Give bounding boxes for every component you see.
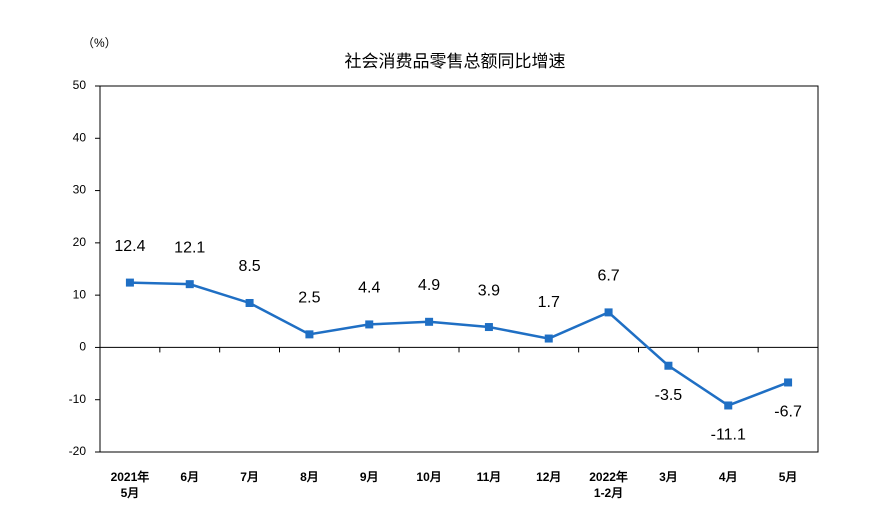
x-tick-label: 6月 bbox=[180, 470, 199, 484]
value-label: 3.9 bbox=[478, 282, 500, 299]
marker bbox=[125, 278, 134, 287]
marker bbox=[484, 323, 493, 332]
x-tick-label: 11月 bbox=[477, 470, 502, 484]
x-tick-label: 2022年 1-2月 bbox=[589, 469, 628, 500]
y-tick-label: 50 bbox=[73, 78, 87, 92]
value-label: 8.5 bbox=[238, 258, 260, 275]
x-tick-label: 8月 bbox=[300, 470, 319, 484]
x-tick-label: 9月 bbox=[360, 470, 379, 484]
x-tick-label: 12月 bbox=[536, 470, 561, 484]
x-tick-label: 3月 bbox=[659, 470, 678, 484]
x-tick-label: 10月 bbox=[416, 470, 441, 484]
value-label: 12.1 bbox=[174, 239, 205, 256]
x-tick-label: 4月 bbox=[719, 470, 738, 484]
value-label: 12.4 bbox=[114, 238, 145, 255]
marker bbox=[425, 317, 434, 326]
value-label: -11.1 bbox=[711, 427, 746, 444]
y-tick-label: -20 bbox=[69, 444, 87, 458]
x-tick-label: 2021年 5月 bbox=[111, 469, 150, 500]
y-tick-label: 10 bbox=[73, 287, 87, 301]
y-tick-label: 30 bbox=[73, 183, 87, 197]
y-tick-label: 0 bbox=[79, 340, 86, 354]
marker bbox=[185, 280, 194, 289]
marker bbox=[664, 361, 673, 370]
value-label: 1.7 bbox=[538, 294, 560, 311]
y-axis-label: （%） bbox=[82, 36, 117, 50]
marker bbox=[245, 298, 254, 307]
x-tick-label: 7月 bbox=[240, 470, 259, 484]
y-tick-label: 20 bbox=[73, 235, 87, 249]
x-tick-label: 5月 bbox=[779, 470, 798, 484]
y-tick-label: -10 bbox=[69, 392, 87, 406]
plot-frame bbox=[99, 85, 819, 453]
value-label: 4.9 bbox=[418, 277, 440, 294]
value-label: 2.5 bbox=[298, 290, 320, 307]
marker bbox=[784, 378, 793, 387]
y-tick-label: 40 bbox=[73, 130, 87, 144]
marker bbox=[365, 320, 374, 329]
chart-title: 社会消费品零售总额同比增速 bbox=[345, 52, 566, 72]
value-label: -6.7 bbox=[774, 404, 802, 421]
marker bbox=[544, 334, 553, 343]
value-label: -3.5 bbox=[655, 387, 683, 404]
marker bbox=[305, 330, 314, 339]
marker bbox=[604, 308, 613, 317]
line bbox=[129, 281, 789, 407]
value-label: 4.4 bbox=[358, 280, 380, 297]
value-label: 6.7 bbox=[597, 268, 619, 285]
marker bbox=[724, 401, 733, 410]
